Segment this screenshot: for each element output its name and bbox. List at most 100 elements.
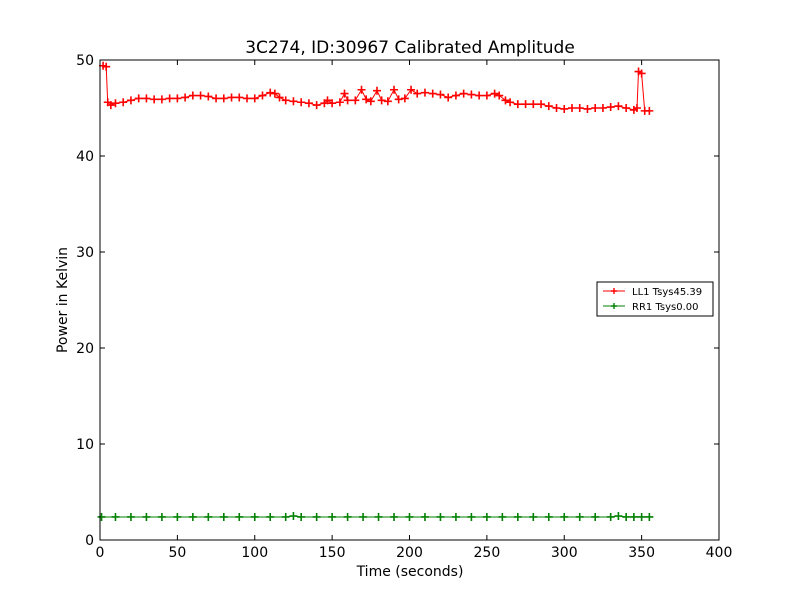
data-point [275,93,284,102]
data-point [501,96,510,105]
legend-swatch-marker [611,288,617,294]
x-axis-title: Time (seconds) [356,564,464,580]
x-tick-label: 100 [241,545,268,561]
data-point [451,91,460,100]
data-point [142,94,151,103]
y-tick-label: 50 [76,53,94,69]
legend-swatch-marker [611,303,617,309]
data-point [575,104,584,112]
data-point [343,96,352,105]
data-point [591,104,600,112]
legend: LL1 Tsys45.39 RR1 Tsys0.00 [596,281,714,317]
y-tick-label: 30 [76,245,94,261]
data-point [235,512,244,521]
data-point [544,512,553,521]
y-tick-label: 0 [85,533,94,549]
data-point [513,100,522,109]
data-point [181,93,190,102]
plot-area [97,61,654,521]
data-point [407,85,416,94]
y-tick-label: 10 [76,437,94,453]
data-point [366,97,375,106]
data-point [235,93,244,102]
data-point [498,512,507,521]
x-tick-label: 400 [706,545,733,561]
data-point [97,512,106,521]
data-point [537,100,546,109]
data-point [413,89,422,98]
data-point [637,69,646,78]
data-point [390,512,399,521]
data-point [196,91,205,100]
data-point [606,103,615,112]
data-point [126,96,135,105]
data-point [219,512,228,521]
series-2 [97,512,654,521]
series-1 [99,61,654,115]
data-point [614,512,623,520]
data-point [328,512,337,521]
data-point [212,94,221,103]
data-point [173,512,182,521]
data-point [451,512,460,521]
data-point [506,98,515,107]
data-point [552,104,561,112]
data-point [335,98,344,107]
data-point [629,512,638,521]
data-point [377,96,386,105]
data-point [150,95,159,104]
data-point [529,512,538,521]
data-point [266,512,275,521]
data-point [420,88,429,97]
data-point [357,85,366,94]
data-point [106,101,115,110]
data-point [467,90,476,99]
data-point [250,512,259,521]
x-tick-label: 300 [551,545,578,561]
data-point [328,99,337,108]
data-point [250,94,259,103]
chart-title: 3C274, ID:30967 Calibrated Amplitude [245,38,575,58]
data-point [475,91,484,100]
data-point [188,91,197,100]
data-point [359,512,368,521]
data-point [521,100,530,109]
data-point [632,104,641,112]
data-point [204,512,213,521]
data-point [297,512,306,521]
data-point [495,91,504,100]
data-point [102,62,111,71]
data-point [591,512,600,521]
data-point [126,512,135,521]
data-point [645,512,654,521]
data-point [374,512,383,521]
data-point [560,104,569,113]
data-point [351,96,360,105]
data-point [645,106,654,115]
data-point [373,86,382,95]
data-point [490,89,499,98]
data-point [119,98,128,107]
y-tick-label: 40 [76,149,94,165]
data-point [157,95,166,104]
data-point [560,512,569,521]
data-point [289,97,298,106]
data-point [111,512,120,521]
data-point [157,512,166,521]
legend-label: RR1 Tsys0.00 [632,302,699,313]
y-axis-title: Power in Kelvin [55,247,71,353]
data-point [111,99,120,108]
data-point [428,89,437,98]
data-point [529,100,538,109]
data-point [173,94,182,103]
axis-ticks: 0 50 100 150 200 250 300 350 400 0 10 20 30 40 50 [76,53,732,561]
data-point [482,91,491,100]
x-tick-label: 50 [168,545,186,561]
x-tick-label: 150 [319,545,346,561]
data-point [270,89,279,98]
data-point [567,104,576,112]
data-point [622,104,631,112]
data-point [312,512,321,521]
data-point [297,98,306,107]
